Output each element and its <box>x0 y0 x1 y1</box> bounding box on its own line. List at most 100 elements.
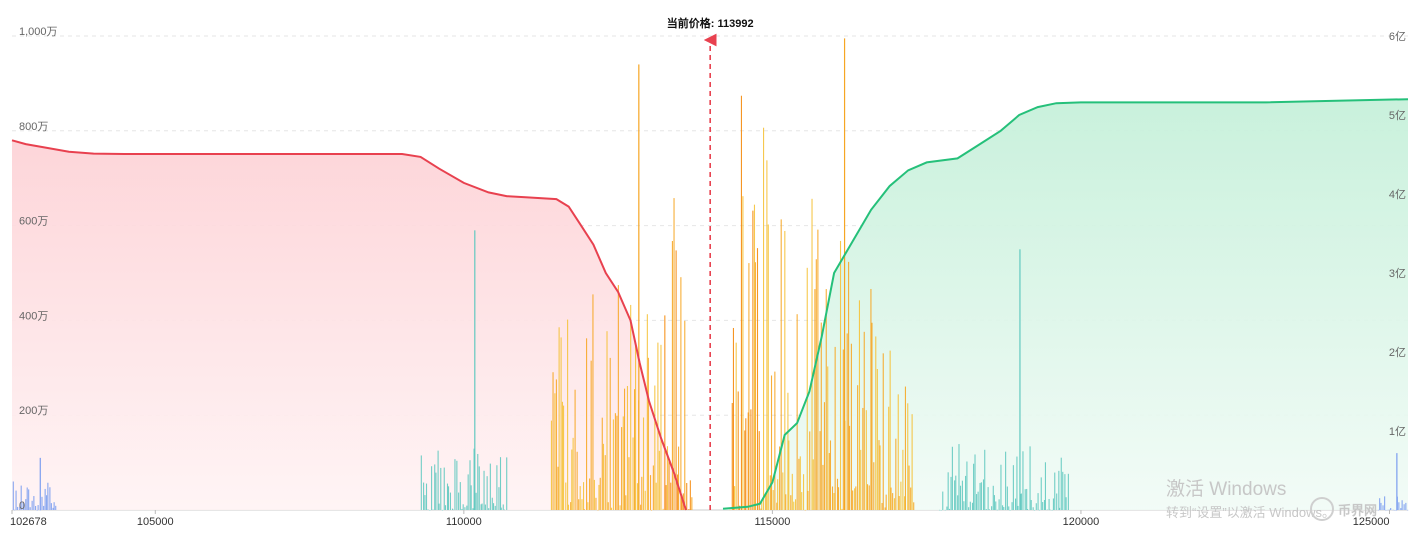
bar-extreme-asks-17 <box>1405 502 1407 510</box>
bar-asks-orange-47 <box>804 509 806 511</box>
bar-asks-orange-35 <box>785 494 787 510</box>
bar-near-bids-teal-7 <box>432 509 434 511</box>
bar-bids-orange-84 <box>684 320 686 510</box>
bar-asks-orange-18 <box>758 431 760 510</box>
bar-asks-orange-59 <box>823 402 826 510</box>
bar-bids-orange-54 <box>636 483 638 510</box>
bar-far-bids-25 <box>52 507 54 510</box>
bar-far-asks-teal-31 <box>988 509 990 510</box>
bar-asks-orange-96 <box>882 353 884 510</box>
bar-bids-orange-63 <box>650 509 652 511</box>
bar-asks-orange-37 <box>788 440 790 510</box>
bar-far-asks-teal-73 <box>1056 493 1058 510</box>
bar-far-asks-teal-72 <box>1054 472 1056 510</box>
bar-near-bids-teal-0 <box>420 455 422 510</box>
bar-bids-orange-32 <box>601 417 603 510</box>
bar-near-bids-teal-50 <box>500 507 502 510</box>
current-price-label: 当前价格: 113992 <box>667 16 754 30</box>
bar-far-asks-teal-15 <box>963 501 965 510</box>
bar-asks-orange-51 <box>811 198 813 510</box>
bar-far-asks-teal-69 <box>1049 509 1051 511</box>
bar-asks-orange-56 <box>819 431 821 510</box>
bar-far-asks-teal-63 <box>1040 477 1042 510</box>
bar-asks-orange-45 <box>801 492 803 510</box>
bar-far-asks-teal-60 <box>1035 503 1037 510</box>
bar-far-bids-24 <box>50 503 52 510</box>
bar-asks-orange-21 <box>763 127 765 510</box>
depth-areas <box>12 99 1408 511</box>
bar-asks-orange-13 <box>750 409 752 510</box>
bar-extreme-asks-2 <box>1380 502 1382 510</box>
bar-extreme-asks-10 <box>1394 509 1396 511</box>
bar-bids-orange-44 <box>621 427 623 510</box>
bar-near-bids-teal-23 <box>458 492 460 510</box>
y-right-tick-0: 1亿 <box>1389 425 1406 438</box>
bar-asks-orange-101 <box>890 487 892 510</box>
bar-far-asks-teal-61 <box>1037 493 1039 510</box>
bar-asks-orange-83 <box>862 407 864 510</box>
bar-near-bids-teal-33 <box>473 448 475 510</box>
bar-far-bids-2 <box>15 490 17 510</box>
bar-asks-orange-82 <box>860 449 862 510</box>
bar-far-asks-teal-42 <box>1006 486 1008 510</box>
bar-far-bids-17 <box>39 509 42 511</box>
bar-bids-orange-16 <box>576 451 578 510</box>
bar-far-asks-teal-35 <box>995 501 997 510</box>
bar-far-asks-teal-22 <box>974 454 976 510</box>
bar-bids-orange-45 <box>622 416 624 510</box>
bar-bids-orange-57 <box>641 476 643 510</box>
bar-asks-orange-8 <box>742 196 744 510</box>
bar-bids-orange-17 <box>578 499 580 510</box>
bar-asks-orange-26 <box>770 375 773 510</box>
bar-far-asks-teal-28 <box>984 449 986 510</box>
bar-far-asks-teal-36 <box>996 509 998 511</box>
bar-asks-orange-112 <box>908 465 910 510</box>
bar-near-bids-teal-12 <box>440 467 442 510</box>
bar-asks-orange-105 <box>897 394 899 510</box>
bar-far-asks-teal-26 <box>980 482 982 510</box>
bar-bids-orange-79 <box>677 474 679 510</box>
bar-near-bids-teal-5 <box>429 509 431 511</box>
bar-bids-orange-20 <box>582 482 585 510</box>
bar-bids-orange-40 <box>614 413 616 510</box>
y-left-tick-1: 200万 <box>19 405 48 417</box>
bar-bids-orange-27 <box>593 479 595 510</box>
bar-far-asks-teal-4 <box>946 506 948 510</box>
bar-bids-orange-52 <box>633 389 636 510</box>
bar-far-asks-teal-0 <box>939 509 941 511</box>
bar-asks-orange-97 <box>884 507 886 510</box>
bar-bids-orange-70 <box>662 508 664 510</box>
bar-asks-orange-103 <box>893 498 895 510</box>
bar-asks-orange-1 <box>731 402 733 510</box>
bar-near-bids-teal-9 <box>435 472 437 510</box>
bar-asks-orange-76 <box>850 343 852 510</box>
bar-near-bids-teal-14 <box>443 467 445 510</box>
bar-far-asks-teal-19 <box>969 501 971 510</box>
y-right-tick-2: 3亿 <box>1389 267 1406 280</box>
bar-far-bids-26 <box>53 502 55 510</box>
bar-bids-orange-62 <box>649 475 652 510</box>
bar-far-asks-teal-39 <box>1002 505 1004 510</box>
bar-asks-orange-75 <box>848 425 851 510</box>
bar-far-asks-teal-54 <box>1026 488 1028 510</box>
bar-far-asks-teal-peak <box>1019 249 1021 511</box>
brand-logo-icon <box>1310 497 1334 521</box>
bar-asks-orange-58 <box>822 464 824 510</box>
watermark-brand: 币界网 <box>1338 503 1377 518</box>
order-bars <box>12 38 1409 511</box>
bar-asks-orange-46 <box>803 474 805 510</box>
bar-asks-orange-32 <box>780 219 782 510</box>
bar-far-asks-teal-12 <box>958 444 960 510</box>
bar-bids-orange-86 <box>688 509 690 510</box>
bar-near-bids-teal-38 <box>481 503 483 510</box>
bar-bids-orange-77 <box>673 198 675 510</box>
bar-bids-orange-11 <box>567 504 570 510</box>
bar-far-asks-teal-58 <box>1032 507 1034 510</box>
bar-far-asks-teal-14 <box>961 480 963 510</box>
bar-far-asks-teal-59 <box>1033 509 1035 511</box>
bar-far-bids-15 <box>36 509 38 511</box>
bar-near-bids-teal-18 <box>449 492 452 510</box>
bar-bids-orange-35 <box>606 331 608 510</box>
bar-asks-orange-62 <box>828 453 830 510</box>
bar-far-bids-1 <box>13 509 16 511</box>
